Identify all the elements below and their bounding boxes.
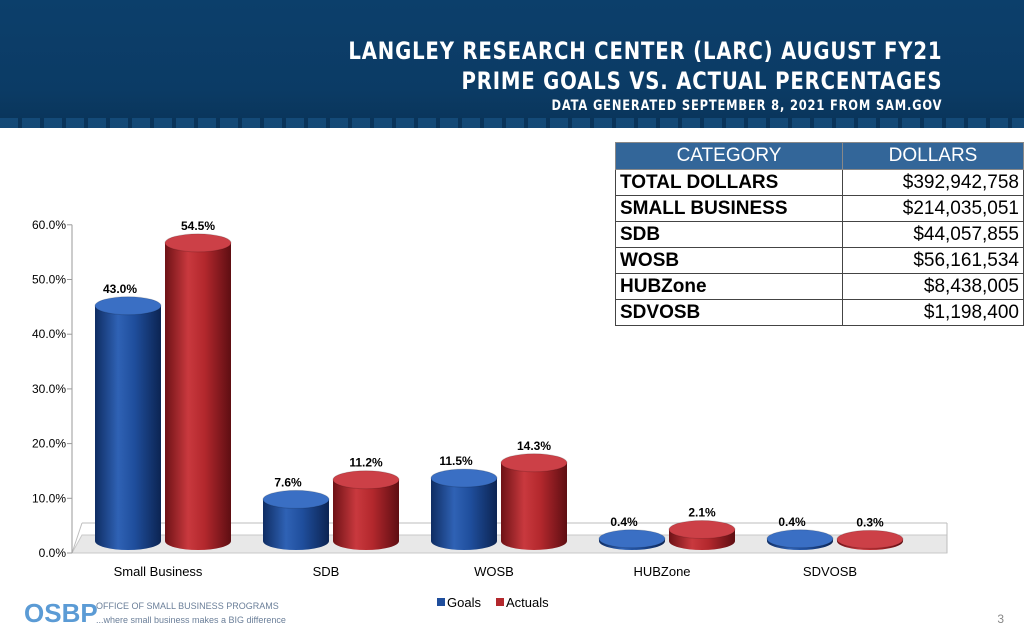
logo-osbp-text: OSBP xyxy=(24,598,98,628)
legend-label-goals: Goals xyxy=(447,595,481,610)
logo-org-line-1: OFFICE OF SMALL BUSINESS PROGRAMS xyxy=(96,601,279,611)
data-label: 0.3% xyxy=(856,515,884,529)
data-label: 43.0% xyxy=(103,282,137,296)
actuals-bar-wosb xyxy=(501,462,567,550)
data-label: 14.3% xyxy=(517,439,551,453)
goals-bar-sdb xyxy=(263,499,329,550)
data-label: 54.5% xyxy=(181,219,215,233)
data-label: 11.5% xyxy=(439,454,473,468)
table-row: WOSB $56,161,534 xyxy=(615,247,1024,274)
table-header-row: CATEGORY DOLLARS xyxy=(615,142,1024,170)
goals-bar-sdb-top xyxy=(262,489,330,509)
table-cell-dollars: $56,161,534 xyxy=(842,247,1024,274)
data-label: 2.1% xyxy=(688,506,716,520)
y-tick-label: 30.0% xyxy=(32,382,66,396)
actuals-bar-sdb xyxy=(333,479,399,550)
data-label: 11.2% xyxy=(349,456,383,470)
chart-corner-line xyxy=(71,522,83,554)
legend-swatch-actuals xyxy=(496,598,504,606)
actuals-bar-small-business xyxy=(165,242,231,550)
y-tick-label: 20.0% xyxy=(32,437,66,451)
y-tick-label: 60.0% xyxy=(32,218,66,232)
title-line-2: PRIME GOALS VS. ACTUAL PERCENTAGES xyxy=(461,67,942,95)
y-tick-label: 10.0% xyxy=(32,491,66,505)
table-row: SDB $44,057,855 xyxy=(615,221,1024,248)
actuals-bar-sdb-top xyxy=(332,470,400,490)
table-cell-category: SMALL BUSINESS xyxy=(615,195,843,222)
x-category-label: SDB xyxy=(313,564,340,579)
table-cell-dollars: $214,035,051 xyxy=(842,195,1024,222)
table-header-dollars: DOLLARS xyxy=(842,142,1024,170)
page-number: 3 xyxy=(997,612,1004,626)
goals-bar-small-business-top xyxy=(94,296,162,316)
actuals-bar-sdvosb-top xyxy=(836,529,904,549)
y-tick-label: 0.0% xyxy=(39,546,67,560)
table-cell-category: SDVOSB xyxy=(615,299,843,326)
table-header-category: CATEGORY xyxy=(615,142,843,170)
slide-header: LANGLEY RESEARCH CENTER (LARC) AUGUST FY… xyxy=(0,0,1024,128)
table-row: SDVOSB $1,198,400 xyxy=(615,299,1024,326)
goals-bar-hubzone-top xyxy=(598,529,666,549)
data-label: 7.6% xyxy=(274,475,302,489)
data-label: 0.4% xyxy=(610,515,638,529)
y-tick-label: 50.0% xyxy=(32,273,66,287)
table-row: TOTAL DOLLARS $392,942,758 xyxy=(615,169,1024,196)
x-category-label: Small Business xyxy=(114,564,203,579)
title-line-1: LANGLEY RESEARCH CENTER (LARC) AUGUST FY… xyxy=(347,37,942,65)
osbp-logo: OSBP OFFICE OF SMALL BUSINESS PROGRAMS .… xyxy=(24,598,304,633)
x-category-label: SDVOSB xyxy=(803,564,857,579)
table-cell-dollars: $1,198,400 xyxy=(842,299,1024,326)
goals-bar-wosb xyxy=(431,478,497,550)
legend-label-actuals: Actuals xyxy=(506,595,549,610)
goals-bar-sdvosb-top xyxy=(766,529,834,549)
x-category-label: HUBZone xyxy=(633,564,690,579)
goals-bar-small-business xyxy=(95,305,161,550)
legend-swatch-goals xyxy=(437,598,445,606)
actuals-bar-small-business-top xyxy=(164,233,232,253)
dollars-table: CATEGORY DOLLARS TOTAL DOLLARS $392,942,… xyxy=(615,142,1024,326)
actuals-bar-hubzone-top xyxy=(668,520,736,540)
goals-bar-wosb-top xyxy=(430,468,498,488)
actuals-bar-wosb-top xyxy=(500,453,568,473)
table-row: SMALL BUSINESS $214,035,051 xyxy=(615,195,1024,222)
y-tick-label: 40.0% xyxy=(32,327,66,341)
title-subtitle: DATA GENERATED SEPTEMBER 8, 2021 FROM SA… xyxy=(551,98,942,114)
slide-title: LANGLEY RESEARCH CENTER (LARC) AUGUST FY… xyxy=(348,36,942,116)
logo-org-line-2: ...where small business makes a BIG diff… xyxy=(96,615,286,625)
data-label: 0.4% xyxy=(778,515,806,529)
x-category-label: WOSB xyxy=(474,564,514,579)
table-row: HUBZone $8,438,005 xyxy=(615,273,1024,300)
table-cell-dollars: $392,942,758 xyxy=(842,169,1024,196)
header-stripe xyxy=(0,118,1024,128)
table-cell-category: TOTAL DOLLARS xyxy=(615,169,843,196)
table-cell-category: WOSB xyxy=(615,247,843,274)
